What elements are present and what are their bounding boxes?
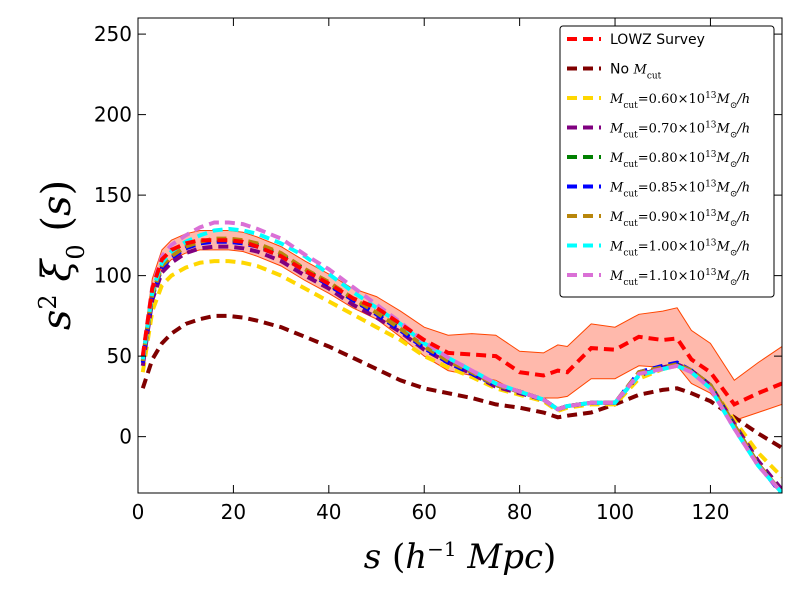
y-tick-label: 250: [94, 22, 132, 46]
legend-label-m-cut-1-10-10-13-m-h: Mcut=1.10×1013M⊙/h: [609, 268, 750, 288]
legend-box: [559, 25, 775, 298]
legend-label-m-cut-0-80-10-13-m-h: Mcut=0.80×1013M⊙/h: [609, 150, 750, 170]
legend-label-lowz-survey: LOWZ Survey: [610, 32, 705, 48]
legend-label-m-cut-0-85-10-13-m-h: Mcut=0.85×1013M⊙/h: [609, 180, 750, 200]
y-tick-label: 50: [107, 344, 132, 368]
x-tick-label: 120: [691, 500, 729, 524]
legend-label-m-cut-1-00-10-13-m-h: Mcut=1.00×1013M⊙/h: [609, 239, 750, 259]
lowz-error-band: [142, 230, 782, 422]
x-tick-label: 0: [132, 500, 145, 524]
x-axis-label: s (h−1 Mpc): [364, 537, 557, 577]
legend: LOWZ Survey No Mcut Mcut=0.60×1013M⊙/h Mcut…: [559, 25, 775, 298]
series-line-m-cut-1-10-10-13-m-h: [140, 220, 782, 493]
series-line-m-cut-0-70-10-13-m-h: [140, 244, 782, 492]
x-tick-label: 20: [221, 500, 246, 524]
legend-label-no-m-cut: No Mcut: [610, 62, 662, 82]
x-tick-label: 100: [596, 500, 634, 524]
y-tick-label: 150: [94, 183, 132, 207]
legend-label-m-cut-0-70-10-13-m-h: Mcut=0.70×1013M⊙/h: [609, 121, 750, 141]
y-tick-label: 100: [94, 264, 132, 288]
y-tick-label: 200: [94, 103, 132, 127]
x-tick-label: 80: [507, 500, 532, 524]
y-tick-label: 0: [119, 425, 132, 449]
x-tick-label: 40: [316, 500, 341, 524]
plot-frame: [137, 17, 783, 494]
legend-label-m-cut-0-90-10-13-m-h: Mcut=0.90×1013M⊙/h: [609, 209, 750, 229]
x-tick-label: 60: [411, 500, 436, 524]
series-line-lowz-survey: [140, 238, 782, 407]
legend-label-m-cut-0-60-10-13-m-h: Mcut=0.60×1013M⊙/h: [609, 91, 750, 111]
series-line-no-m-cut: [140, 313, 782, 450]
